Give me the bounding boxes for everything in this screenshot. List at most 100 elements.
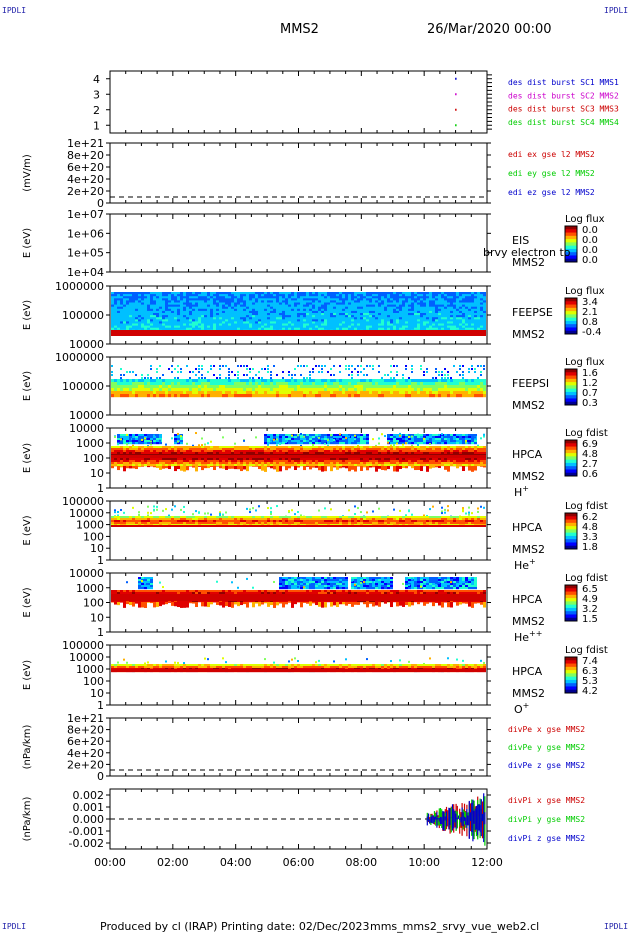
hpca_he2-colorbar-seg <box>565 603 577 606</box>
burst-legend-4: des dist burst SC4 MMS4 <box>508 118 619 127</box>
feepsi-colorbar-seg <box>565 398 577 401</box>
feepsi-colorbar-seg <box>565 393 577 396</box>
eis-colorbar-seg <box>565 253 577 256</box>
feepse-colorbar-frame <box>564 297 578 335</box>
hpca_o-colorbar-seg <box>565 689 577 692</box>
hpca_he1-colorbar-seg <box>565 537 577 540</box>
feepse-colorbar-seg <box>565 302 577 306</box>
hpca_he2-colorbar-seg <box>565 588 577 591</box>
hpca_o-ytick-label: 10000 <box>69 651 104 664</box>
hpca_o-colorbar-seg <box>565 668 577 671</box>
feepsi-colorbar-tick: 1.2 <box>582 378 598 389</box>
hpca_he1-colorbar-seg <box>565 517 577 521</box>
corner-label-top-right: IPDLI <box>604 6 629 15</box>
edi-legend-2: edi ey gse l2 MMS2 <box>508 169 595 178</box>
feepse-ytick-label: 1000000 <box>55 280 104 293</box>
burst-ytick-label: 4 <box>93 73 100 86</box>
hpca_o-colorbar-seg <box>565 684 577 687</box>
hpca_he1-colorbar-seg <box>565 544 577 547</box>
hpca_o-colorbar-seg <box>565 670 577 673</box>
hpca_h-colorbar-tick: 4.8 <box>582 449 598 460</box>
hpca_o-colorbar-seg <box>565 691 577 694</box>
hpca_o-colorbar-seg <box>565 679 577 683</box>
eis-colorbar-seg <box>565 234 577 237</box>
feepse-colorbar-seg <box>565 325 577 328</box>
hpca_h-ytick-label: 1 <box>97 482 104 495</box>
hpca_he1-colorbar-tick: 6.2 <box>582 512 598 523</box>
feepse-colorbar-seg <box>565 307 577 310</box>
eis-colorbar-seg <box>565 257 577 260</box>
feepsi-colorbar-seg <box>565 382 577 385</box>
eis-ytick-label: 1e+06 <box>67 227 104 240</box>
spacecraft-title: MMS2 <box>280 22 319 37</box>
eis-spacecraft: MMS2 <box>512 256 545 269</box>
hpca_h-colorbar-label: Log fdist <box>565 428 608 439</box>
burst-legend-3: des dist burst SC3 MMS3 <box>508 105 619 114</box>
feepse-colorbar-seg <box>565 332 577 335</box>
hpca_he1-ytick-label: 10 <box>90 542 104 555</box>
hpca_h-species: H+ <box>514 484 529 499</box>
hpca_o-colorbar-label: Log fdist <box>565 645 608 656</box>
hpca_o-colorbar-seg <box>565 683 577 686</box>
feepse-colorbar-seg <box>565 324 577 327</box>
hpca_o-colorbar-tick: 5.3 <box>582 676 598 687</box>
divpe-ytick-label: 0 <box>97 770 104 783</box>
x-tick-label-6: 12:00 <box>471 856 503 869</box>
feepsi-colorbar-seg <box>565 383 577 386</box>
eis-colorbar-seg <box>565 247 577 250</box>
hpca_he1-colorbar-seg <box>565 547 577 550</box>
edi-legend-1: edi ex gse l2 MMS2 <box>508 150 595 159</box>
feepse-colorbar-seg <box>565 320 577 324</box>
eis-overlay-text: brvy electron to <box>483 246 571 259</box>
feepse-spectrogram <box>111 292 486 336</box>
hpca_he1-colorbar-frame <box>564 512 578 550</box>
hpca_he2-species: He++ <box>514 629 542 644</box>
hpca_h-ytick-label: 100 <box>83 452 104 465</box>
hpca_he2-colorbar-seg <box>565 611 577 614</box>
feepsi-colorbar-tick: 1.6 <box>582 368 598 379</box>
burst-ytick-label: 2 <box>93 104 100 117</box>
edi-ytick-label: 8e+20 <box>67 149 104 162</box>
feepse-spacecraft: MMS2 <box>512 328 545 341</box>
hpca_h-colorbar-seg <box>565 443 577 446</box>
hpca_h-colorbar-seg <box>565 456 577 459</box>
hpca_he2-colorbar-label: Log fdist <box>565 573 608 584</box>
hpca_he1-colorbar-seg <box>565 542 577 545</box>
divpi-legend-2: divPi y gse MMS2 <box>508 815 585 824</box>
eis-colorbar-seg <box>565 239 577 242</box>
feepsi-spacecraft: MMS2 <box>512 399 545 412</box>
feepsi-colorbar-seg <box>565 380 577 383</box>
edi-frame <box>109 142 488 204</box>
hpca_h-colorbar-tick: 0.6 <box>582 469 598 480</box>
hpca_h-colorbar-seg <box>565 464 577 467</box>
feepse-colorbar-seg <box>565 330 577 333</box>
edi-ytick-label: 0 <box>97 197 104 210</box>
hpca_o-colorbar-seg <box>565 663 577 666</box>
eis-ytick-label: 1e+07 <box>67 208 104 221</box>
feepse-colorbar-tick: 2.1 <box>582 307 598 318</box>
divpi-ytick-label: 0.002 <box>73 789 105 802</box>
hpca_he2-colorbar-seg <box>565 589 577 593</box>
hpca_h-colorbar-seg <box>565 446 577 449</box>
hpca_o-colorbar-seg <box>565 676 577 679</box>
hpca_o-instrument: HPCA <box>512 665 543 678</box>
eis-ytick-label: 1e+04 <box>67 266 104 279</box>
hpca_h-colorbar-seg <box>565 448 577 451</box>
hpca_o-spacecraft: MMS2 <box>512 687 545 700</box>
burst-frame <box>109 70 488 134</box>
feepse-colorbar-seg <box>565 317 577 320</box>
hpca_he2-colorbar-seg <box>565 586 577 589</box>
hpca_o-colorbar-seg <box>565 678 577 681</box>
hpca_he1-ytick-label: 1000 <box>76 519 104 532</box>
feepse-colorbar-tick: -0.4 <box>582 327 602 338</box>
feepsi-instrument: FEEPSI <box>512 377 549 390</box>
hpca_he2-spacecraft: MMS2 <box>512 615 545 628</box>
x-tick-label-2: 04:00 <box>220 856 252 869</box>
feepsi-colorbar-seg <box>565 400 577 403</box>
burst-point-4 <box>455 124 457 127</box>
hpca_he1-colorbar-seg <box>565 545 577 548</box>
eis-colorbar-tick: 0.0 <box>582 255 598 266</box>
divpi-ytick-label: -0.002 <box>69 837 104 850</box>
feepsi-colorbar-seg <box>565 369 577 372</box>
hpca_o-colorbar-seg <box>565 660 577 663</box>
